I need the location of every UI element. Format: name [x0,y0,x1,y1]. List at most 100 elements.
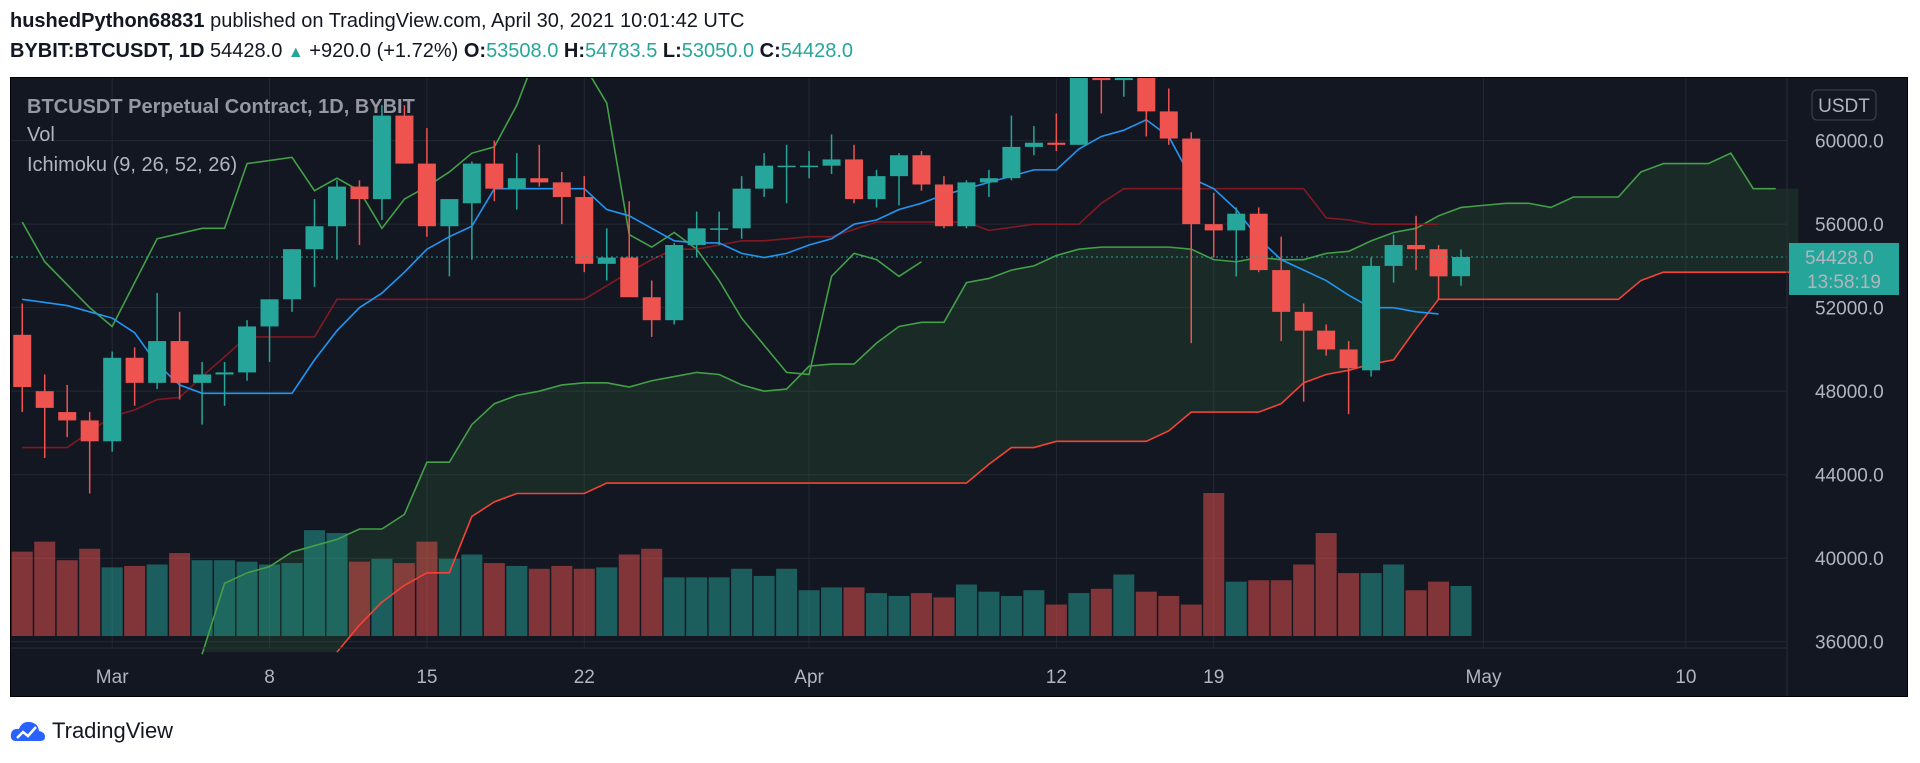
candle-body [13,334,32,388]
candle-body [1294,311,1313,331]
candle-body [350,186,369,200]
candle-body [170,341,189,383]
volume-bar [1180,604,1202,636]
volume-bar [1045,604,1067,636]
symbol-label: BYBIT:BTCUSDT, 1D [10,40,205,62]
volume-bar [506,565,528,636]
volume-bar [326,533,348,636]
candle-body [1182,138,1201,225]
candle-body [530,178,549,183]
volume-bar [708,577,730,636]
volume-bars [11,493,1472,636]
candle-body [80,420,99,442]
publish-line: hushedPython68831 published on TradingVi… [10,6,1910,36]
x-tick-label: May [1466,667,1502,688]
ohlc-line: BYBIT:BTCUSDT, 1D 54428.0 ▲ +920.0 (+1.7… [10,36,1910,68]
volume-bar [1315,533,1337,636]
volume-bar [1360,573,1382,636]
volume-bar [281,563,303,636]
published-text: published on TradingView.com, April 30, … [210,10,745,32]
candle-body [1137,78,1156,112]
volume-bar [1023,590,1045,636]
volume-bar [236,561,258,636]
candle-body [912,155,931,185]
candle-body [687,228,706,246]
volume-bar [641,548,663,636]
low-value: 53050.0 [681,40,755,62]
volume-bar [483,563,505,636]
price-tag-value: 54428.0 [1805,248,1874,269]
candle-body [125,357,144,383]
candle-body [890,155,908,177]
base-line [22,187,1439,449]
up-triangle-icon: ▲ [287,44,304,61]
open-value: 53508.0 [486,40,559,62]
candle-body [800,165,819,168]
candle-body [552,182,571,198]
x-tick-label: Mar [96,667,129,688]
candle-body [1272,270,1291,312]
y-tick-label: 36000.0 [1815,633,1884,654]
volume-bar [348,561,370,636]
volume-bar [56,560,78,636]
volume-bar [393,563,415,636]
candle-body [485,163,504,189]
y-tick-label: 56000.0 [1815,215,1884,236]
x-tick-label: 19 [1203,667,1224,688]
volume-bar [124,565,146,636]
close-label: C: [759,40,781,62]
volume-bar [618,554,640,636]
volume-bar [146,564,168,636]
volume-bar [821,587,843,636]
candle-body [1452,256,1471,277]
legend-volume[interactable]: Vol [27,124,55,146]
candle-body [1114,78,1133,81]
high-label: H: [563,40,586,62]
candle-body [755,165,774,189]
volume-bar [11,551,33,636]
legend-ichimoku[interactable]: Ichimoku (9, 26, 52, 26) [27,154,238,176]
unit-box[interactable] [1811,89,1877,121]
candle-body [1339,349,1358,369]
x-tick-label: Apr [794,667,824,688]
volume-bar [1090,588,1112,636]
volume-bar [888,595,910,636]
leading-span-a-line [201,152,1776,655]
legend-title[interactable]: BTCUSDT Perpetual Contract, 1D, BYBIT [27,96,415,118]
tradingview-cloud-icon [10,721,45,741]
volume-bar [214,560,236,636]
candle-body [845,159,864,200]
volume-bar [753,575,775,636]
price-change: +920.0 (+1.72%) [309,40,459,62]
ichimoku-cloud [202,153,1799,655]
volume-bar [1405,590,1427,636]
candle-body [395,115,414,164]
x-tick-label: 22 [574,667,595,688]
volume-bar [1293,564,1315,636]
volume-bar [1428,581,1450,636]
y-tick-label: 48000.0 [1815,382,1884,403]
volume-bar [1383,564,1405,636]
candle-body [822,159,841,166]
volume-bar [259,564,281,636]
volume-bar [1338,573,1360,636]
candle-body [575,197,594,264]
candle-body [1384,245,1403,266]
volume-bar [1248,580,1270,636]
candle-body [238,326,257,373]
chart-canvas[interactable]: 60000.0 56000.0 52000.0 48000.0 44000.0 40000… [11,78,1908,697]
volume-bar [596,567,618,636]
volume-bar [1158,595,1180,636]
high-value: 54783.5 [585,40,658,62]
volume-bar [461,554,483,636]
volume-bar [866,593,888,636]
low-label: L: [662,40,682,62]
chart-frame[interactable]: 60000.0 56000.0 52000.0 48000.0 44000.0 40000… [10,77,1908,697]
footer-brand[interactable]: TradingView [52,718,174,743]
volume-bar [663,577,685,636]
volume-bar [101,567,123,636]
volume-bar [303,530,325,636]
author-name[interactable]: hushedPython68831 [10,10,205,32]
x-tick-label: 8 [264,667,275,688]
volume-bar [686,577,708,636]
